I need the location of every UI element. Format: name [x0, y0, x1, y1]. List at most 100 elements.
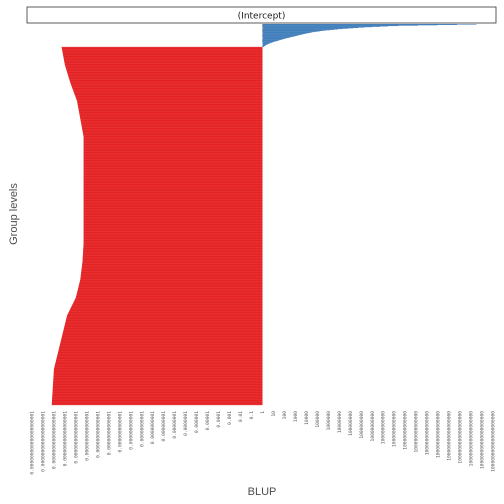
- negative-blup-bar: [83, 228, 263, 230]
- negative-blup-bar: [76, 98, 263, 100]
- negative-blup-bar: [52, 387, 263, 389]
- negative-blup-bar: [75, 297, 263, 299]
- negative-blup-bar: [65, 65, 263, 67]
- negative-blup-bar: [83, 175, 263, 176]
- negative-blup-bar: [83, 134, 263, 135]
- negative-blup-bar: [83, 147, 263, 149]
- negative-blup-bar: [70, 83, 263, 84]
- negative-blup-bar: [71, 86, 263, 87]
- negative-blup-bar: [83, 183, 263, 185]
- negative-blup-bar: [81, 267, 263, 268]
- negative-blup-bar: [64, 63, 263, 65]
- negative-blup-bar: [82, 262, 263, 264]
- negative-blup-bar: [70, 83, 263, 84]
- negative-blup-bar: [83, 164, 263, 166]
- negative-blup-bar: [78, 288, 263, 289]
- negative-blup-bar: [61, 338, 263, 340]
- negative-blup-bar: [74, 300, 263, 301]
- negative-blup-bar: [58, 351, 263, 353]
- negative-blup-bar: [83, 168, 263, 169]
- negative-blup-bar: [73, 302, 263, 303]
- negative-blup-bar: [52, 388, 263, 390]
- x-tick-label: 0.0001: [216, 411, 222, 428]
- negative-blup-bar: [83, 181, 263, 183]
- negative-blup-bar: [82, 262, 263, 263]
- negative-blup-bar: [83, 161, 263, 163]
- negative-blup-bar: [82, 262, 263, 264]
- negative-blup-bar: [82, 261, 263, 263]
- negative-blup-bar: [66, 70, 263, 72]
- negative-blup-bar: [83, 228, 263, 229]
- negative-blup-bar: [64, 59, 263, 61]
- negative-blup-bar: [52, 388, 263, 390]
- negative-blup-bar: [67, 72, 263, 73]
- negative-blup-bar: [70, 307, 263, 309]
- negative-blup-bar: [79, 112, 263, 113]
- negative-blup-bar: [83, 155, 263, 157]
- negative-blup-bar: [65, 323, 263, 325]
- negative-blup-bar: [83, 243, 263, 244]
- x-tick-label: 0.0000000000000000001: [52, 411, 58, 469]
- negative-blup-bar: [52, 399, 263, 400]
- y-axis-title: Group levels: [8, 183, 20, 245]
- negative-blup-bar: [83, 246, 263, 247]
- x-tick-label: 0.000000000000000001: [62, 411, 68, 467]
- negative-blup-bar: [83, 171, 263, 172]
- negative-blup-bar: [83, 189, 263, 190]
- x-tick-label: 100000000000000000000: [480, 411, 486, 469]
- negative-blup-bar: [53, 371, 263, 372]
- negative-blup-bar: [65, 323, 263, 324]
- x-tick-label: 0.000000001: [161, 411, 167, 442]
- negative-blup-bar: [67, 74, 263, 76]
- negative-blup-bar: [83, 242, 263, 243]
- negative-blup-bar: [66, 319, 263, 320]
- negative-blup-bar: [71, 307, 263, 308]
- negative-blup-bar: [73, 92, 263, 93]
- negative-blup-bar: [66, 315, 263, 317]
- negative-blup-bar: [83, 206, 263, 208]
- negative-blup-bar: [83, 248, 263, 249]
- negative-blup-bar: [81, 272, 263, 274]
- negative-blup-bar: [83, 192, 263, 193]
- negative-blup-bar: [73, 89, 263, 91]
- negative-blup-bar: [68, 75, 263, 76]
- negative-blup-bar: [69, 78, 263, 80]
- negative-blup-bar: [62, 52, 263, 54]
- negative-blup-bar: [83, 203, 263, 204]
- negative-blup-bar: [52, 396, 263, 398]
- negative-blup-bar: [78, 288, 263, 289]
- negative-blup-bar: [64, 60, 263, 62]
- negative-blup-bar: [53, 372, 263, 374]
- x-tick-label: 0.00000000000000000001: [41, 411, 47, 472]
- negative-blup-bar: [53, 372, 263, 374]
- negative-blup-bar: [65, 321, 263, 323]
- negative-blup-bar: [75, 298, 263, 300]
- negative-blup-bar: [79, 114, 263, 116]
- negative-blup-bar: [83, 140, 263, 142]
- negative-blup-bar: [82, 264, 263, 265]
- negative-blup-bar: [83, 164, 263, 165]
- negative-blup-bar: [80, 275, 263, 276]
- negative-blup-bar: [83, 245, 263, 247]
- negative-blup-bar: [77, 292, 263, 293]
- negative-blup-bar: [62, 333, 263, 335]
- positive-blup-bar: [262, 40, 277, 42]
- negative-blup-bar: [52, 385, 263, 387]
- negative-blup-bar: [83, 150, 263, 152]
- negative-blup-bar: [83, 201, 263, 202]
- negative-blup-bar: [83, 188, 263, 189]
- negative-blup-bar: [83, 151, 263, 153]
- negative-blup-bar: [83, 160, 263, 161]
- negative-blup-bar: [83, 242, 263, 244]
- negative-blup-bar: [64, 324, 263, 325]
- negative-blup-bar: [83, 240, 263, 241]
- negative-blup-bar: [83, 210, 263, 211]
- negative-blup-bar: [62, 53, 263, 55]
- negative-blup-bar: [83, 185, 263, 187]
- negative-blup-bar: [77, 102, 263, 103]
- negative-blup-bar: [78, 106, 263, 107]
- negative-blup-bar: [53, 374, 263, 376]
- positive-blup-bar: [262, 30, 327, 31]
- x-tick-label: 0.000001: [194, 411, 200, 433]
- negative-blup-bar: [52, 400, 263, 401]
